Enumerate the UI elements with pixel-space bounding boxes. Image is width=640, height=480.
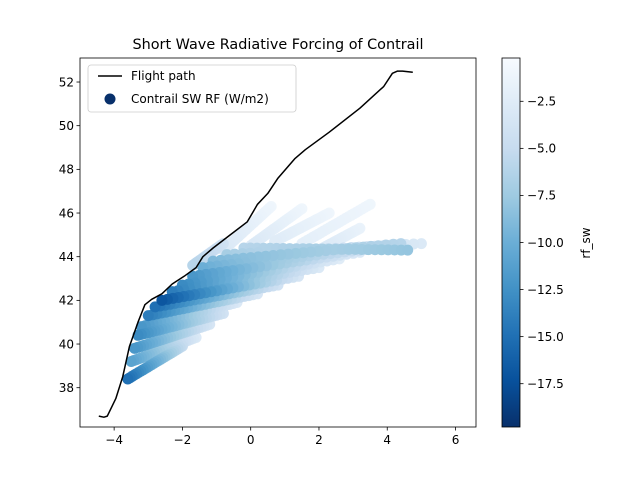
y-tick-label: 52 [59,75,74,89]
legend: Flight path Contrail SW RF (W/m2) [87,64,297,113]
legend-contrail-label: Contrail SW RF (W/m2) [131,92,269,106]
contrail-point [142,310,154,322]
colorbar-tick-label: −10.0 [527,236,564,250]
y-tick-label: 40 [59,337,74,351]
colorbar-gradient [502,58,520,427]
x-axis: −4 −2 0 2 4 6 [105,427,459,447]
contrail-point [415,238,427,250]
flight-path-layer [98,70,413,418]
x-tick-label: 0 [247,433,255,447]
colorbar-tick-label: −17.5 [527,377,564,391]
contrail-point [122,373,134,385]
colorbar-label: rf_sw [579,227,593,258]
colorbar-tick-label: −5.0 [527,142,556,156]
chart-title: Short Wave Radiative Forcing of Contrail [132,37,423,53]
y-tick-label: 42 [59,294,74,308]
colorbar-ticks: −2.5 −5.0 −7.5 −10.0 −12.5 −15.0 −17.5 [520,95,564,391]
y-tick-label: 46 [59,206,74,220]
contrail-point [402,244,414,256]
x-tick-label: −2 [174,433,192,447]
y-tick-label: 50 [59,119,74,133]
legend-frame [87,64,297,113]
contrail-point [156,294,168,306]
legend-contrail-swatch [104,93,116,105]
y-tick-label: 38 [59,381,74,395]
contrail-point [125,356,137,367]
colorbar-tick-label: −12.5 [527,283,564,297]
y-tick-label: 44 [59,250,74,264]
x-tick-label: 2 [315,433,323,447]
colorbar-tick-label: −2.5 [527,95,556,109]
colorbar-tick-label: −15.0 [527,330,564,344]
plot-frame [79,57,477,428]
y-tick-label: 48 [59,163,74,177]
x-tick-label: 6 [452,433,460,447]
contrail-point [149,301,161,313]
y-axis: 38 40 42 44 46 48 50 52 [59,75,80,395]
colorbar: −2.5 −5.0 −7.5 −10.0 −12.5 −15.0 −17.5 rf_sw [501,57,593,428]
legend-flight-path-label: Flight path [131,69,196,83]
contrail-scatter [122,198,427,385]
colorbar-tick-label: −7.5 [527,189,556,203]
contrail-point [132,329,144,341]
contrail-point [129,342,141,354]
flight-path-line [98,70,413,418]
x-tick-label: −4 [105,433,123,447]
x-tick-label: 4 [383,433,391,447]
